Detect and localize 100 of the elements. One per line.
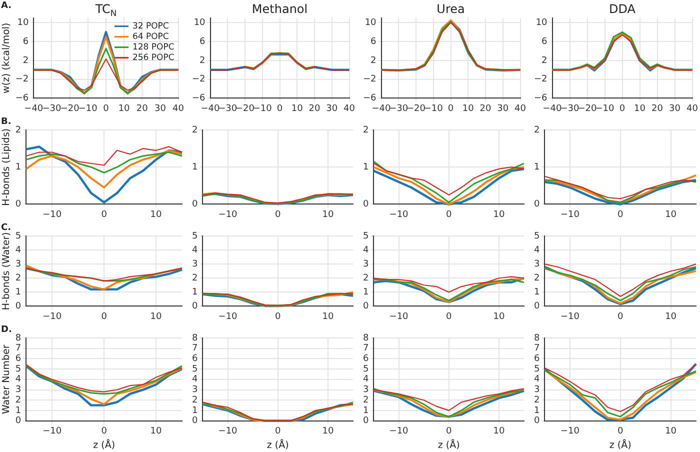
y-tick-label: 7 <box>192 344 198 354</box>
y-tick-label: 0 <box>362 302 369 312</box>
x-tick-label: −10 <box>218 210 238 220</box>
y-tick-label: 4 <box>15 374 22 385</box>
y-tick-label: 4 <box>192 374 198 385</box>
x-tick-label: 0 <box>274 210 281 220</box>
y-tick-label: 4 <box>362 245 369 256</box>
x-tick-label: −40 <box>542 104 562 114</box>
y-tick-label: −2 <box>15 74 29 85</box>
x-tick-label: −10 <box>218 426 238 437</box>
x-tick-label: 0 <box>617 312 624 322</box>
x-tick-label: 10 <box>462 104 474 114</box>
y-tick-label: 2 <box>192 395 198 406</box>
y-tick-label: 2 <box>15 395 22 406</box>
y-tick-label: 6 <box>22 36 29 47</box>
x-tick-label: −30 <box>218 104 238 114</box>
chart-title: DDA <box>609 2 636 16</box>
y-tick-label: −6 <box>15 94 29 104</box>
x-tick-label: 10 <box>322 312 334 322</box>
x-tick-label: −10 <box>595 104 615 114</box>
y-tick-label: 5 <box>192 231 198 242</box>
x-tick-label: −20 <box>578 104 598 114</box>
y-tick-label: 0 <box>15 200 22 210</box>
x-tick-label: 40 <box>344 104 356 114</box>
x-tick-label: −10 <box>252 104 272 114</box>
x-tick-label: 30 <box>497 104 509 114</box>
x-tick-label: −30 <box>560 104 580 114</box>
y-tick-label: 0 <box>15 302 22 312</box>
x-tick-label: −10 <box>424 104 444 114</box>
x-tick-label: 20 <box>480 104 492 114</box>
y-tick-label: 5 <box>362 364 369 374</box>
x-tick-label: −20 <box>406 104 426 114</box>
y-tick-label: 0 <box>534 302 540 312</box>
y-tick-label: 2 <box>192 273 198 284</box>
y-tick-label: 4 <box>362 374 369 385</box>
y-tick-label: −6 <box>192 94 206 104</box>
y-axis-title: H-bonds (Water) <box>1 232 12 310</box>
y-tick-label: 2 <box>22 56 29 66</box>
y-tick-label: 5 <box>362 231 369 242</box>
x-tick-label: 10 <box>493 210 505 220</box>
x-tick-label: −20 <box>236 104 255 114</box>
y-tick-label: 2 <box>362 395 369 406</box>
y-tick-label: 0 <box>534 416 540 426</box>
y-tick-label: 10 <box>364 18 377 28</box>
x-tick-label: −10 <box>78 104 98 114</box>
x-axis-title: z (Å) <box>609 438 632 451</box>
x-tick-label: 0 <box>446 210 452 220</box>
x-tick-label: −10 <box>560 426 580 437</box>
y-axis-title: w(z) (kcal/mol) <box>1 22 12 94</box>
y-tick-label: 0 <box>192 416 198 426</box>
x-tick-label: −40 <box>24 104 44 114</box>
y-tick-label: 3 <box>192 259 198 270</box>
x-tick-label: 40 <box>514 104 526 114</box>
x-tick-label: −30 <box>389 104 408 114</box>
x-tick-label: −10 <box>42 210 62 220</box>
y-tick-label: 0 <box>192 200 198 210</box>
x-tick-label: 10 <box>634 104 646 114</box>
x-tick-label: 0 <box>101 210 108 220</box>
x-tick-label: 0 <box>617 210 624 220</box>
x-tick-label: 0 <box>617 426 624 437</box>
y-tick-label: 6 <box>370 36 377 47</box>
y-tick-label: 6 <box>192 354 198 364</box>
x-tick-label: 10 <box>322 426 334 437</box>
y-tick-label: 4 <box>534 245 540 256</box>
x-tick-label: 0 <box>101 426 108 437</box>
y-tick-label: 2 <box>534 125 540 136</box>
y-tick-label: 0 <box>192 302 198 312</box>
y-tick-label: 1 <box>192 406 198 416</box>
y-tick-label: −2 <box>362 74 376 85</box>
y-tick-label: 6 <box>15 354 22 364</box>
x-axis-title: z (Å) <box>93 438 116 451</box>
x-tick-label: −10 <box>560 312 580 322</box>
y-tick-label: 8 <box>15 333 22 344</box>
y-tick-label: 3 <box>15 385 22 396</box>
y-tick-label: 2 <box>534 395 540 406</box>
y-tick-label: 0 <box>15 416 22 426</box>
x-tick-label: 40 <box>686 104 698 114</box>
y-tick-label: 2 <box>370 56 376 66</box>
y-tick-label: 1 <box>362 406 369 416</box>
y-tick-label: 1 <box>192 288 198 298</box>
y-tick-label: 6 <box>362 354 369 364</box>
x-tick-label: −40 <box>372 104 392 114</box>
legend-label: 256 POPC <box>132 52 174 63</box>
y-tick-label: 5 <box>534 231 540 242</box>
y-tick-label: 5 <box>15 364 22 374</box>
x-axis-title: z (Å) <box>438 438 460 451</box>
y-axis-title: H-bonds (Lipids) <box>1 128 12 206</box>
x-tick-label: −10 <box>389 426 409 437</box>
y-tick-label: 1 <box>534 162 540 172</box>
y-tick-label: 3 <box>362 385 369 396</box>
x-axis-title: z (Å) <box>266 438 289 451</box>
y-tick-label: 4 <box>192 245 198 256</box>
y-tick-label: 3 <box>362 259 369 270</box>
y-tick-label: 2 <box>15 125 22 136</box>
y-tick-label: 2 <box>534 273 540 284</box>
x-tick-label: 0 <box>619 104 626 114</box>
y-tick-label: 1 <box>15 162 22 172</box>
x-tick-label: 40 <box>172 104 184 114</box>
y-tick-label: 2 <box>362 125 369 136</box>
y-tick-label: 1 <box>192 162 198 172</box>
